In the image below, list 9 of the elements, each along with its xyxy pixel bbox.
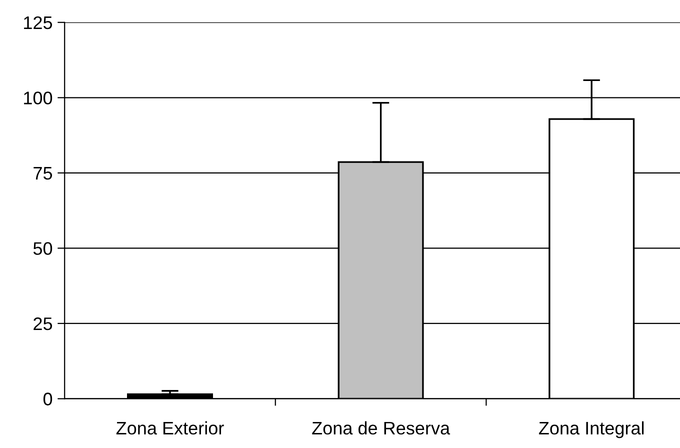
y-tick-label: 75 <box>34 167 52 180</box>
y-tick-label: 125 <box>24 16 52 30</box>
x-tick-label: Zona Exterior <box>116 421 224 435</box>
x-tick-label: Zona Integral <box>538 421 644 438</box>
y-tick-label: 0 <box>43 392 52 406</box>
y-tick-label: 50 <box>33 242 52 255</box>
y-tick-label: 100 <box>24 92 52 104</box>
x-tick-label: Zona de Reserva <box>312 421 450 435</box>
y-tick-label: 25 <box>34 317 52 330</box>
